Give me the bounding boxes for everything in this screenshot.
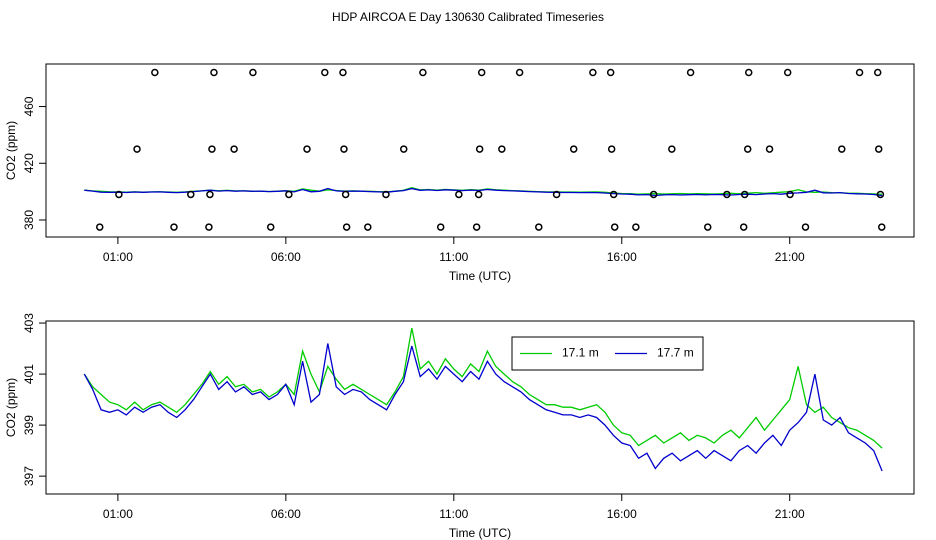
chart-title: HDP AIRCOA E Day 130630 Calibrated Times… [332, 10, 604, 24]
x-tick-label: 21:00 [775, 507, 805, 521]
point [878, 223, 886, 231]
point [535, 223, 543, 231]
y-axis-label: CO2 (ppm) [4, 121, 18, 180]
point [552, 190, 561, 199]
point [723, 190, 731, 199]
point [205, 223, 213, 231]
x-tick-label: 16:00 [607, 250, 637, 264]
point [569, 145, 578, 153]
point [436, 223, 445, 231]
y-tick-label: 403 [22, 313, 36, 333]
point [873, 68, 882, 77]
series-line [84, 187, 883, 197]
point [498, 145, 506, 153]
plot-frame [45, 63, 915, 238]
point [340, 145, 348, 153]
point [703, 223, 712, 231]
point [342, 223, 351, 231]
point [874, 145, 883, 153]
point [783, 68, 792, 77]
y-tick-label: 399 [22, 415, 36, 435]
point [515, 68, 524, 77]
y-tick-label: 460 [22, 96, 36, 116]
point [303, 145, 311, 153]
y-tick-label: 401 [22, 364, 36, 384]
x-axis-label: Time (UTC) [449, 269, 511, 283]
point [786, 190, 794, 199]
point [249, 68, 257, 77]
point [230, 145, 238, 153]
point [743, 145, 752, 153]
point [187, 190, 195, 199]
y-tick-label: 380 [22, 210, 36, 230]
point [474, 190, 483, 199]
point [419, 68, 427, 77]
point [589, 68, 597, 77]
point [475, 145, 484, 153]
x-tick-label: 01:00 [103, 250, 133, 264]
point [838, 145, 846, 153]
point [649, 190, 658, 199]
point [632, 223, 640, 231]
point [115, 190, 123, 199]
x-tick-label: 06:00 [271, 250, 301, 264]
point [455, 190, 463, 199]
point [210, 68, 218, 77]
point [170, 223, 178, 231]
point [744, 68, 753, 77]
point [609, 190, 618, 199]
point [206, 190, 214, 199]
point [285, 190, 293, 199]
point [477, 68, 486, 77]
point [151, 68, 159, 77]
point [208, 145, 216, 153]
point [607, 145, 616, 153]
point [399, 145, 408, 153]
x-tick-label: 16:00 [607, 507, 637, 521]
point [606, 68, 615, 77]
point [739, 223, 748, 231]
point [95, 223, 104, 231]
point [133, 145, 141, 153]
x-tick-label: 01:00 [103, 507, 133, 521]
legend-label: 17.7 m [657, 346, 694, 360]
point [855, 68, 864, 77]
point [382, 190, 390, 199]
point [472, 223, 481, 231]
point [610, 223, 619, 231]
point [765, 145, 774, 153]
y-tick-label: 420 [22, 153, 36, 173]
x-tick-label: 11:00 [439, 507, 468, 521]
x-axis-label: Time (UTC) [449, 526, 511, 540]
point [876, 190, 885, 199]
x-tick-label: 11:00 [439, 250, 468, 264]
series-line [83, 327, 883, 449]
point [668, 145, 676, 153]
point [364, 223, 372, 231]
point [801, 223, 810, 231]
point [339, 68, 347, 77]
y-tick-label: 397 [22, 466, 36, 486]
legend-label: 17.1 m [562, 346, 599, 360]
y-axis-label: CO2 (ppm) [4, 378, 18, 437]
x-tick-label: 06:00 [271, 507, 301, 521]
series-line [83, 343, 883, 472]
point [266, 223, 275, 231]
point [686, 68, 695, 77]
x-tick-label: 21:00 [775, 250, 805, 264]
point [341, 190, 350, 199]
point [740, 190, 749, 199]
point [321, 68, 329, 77]
